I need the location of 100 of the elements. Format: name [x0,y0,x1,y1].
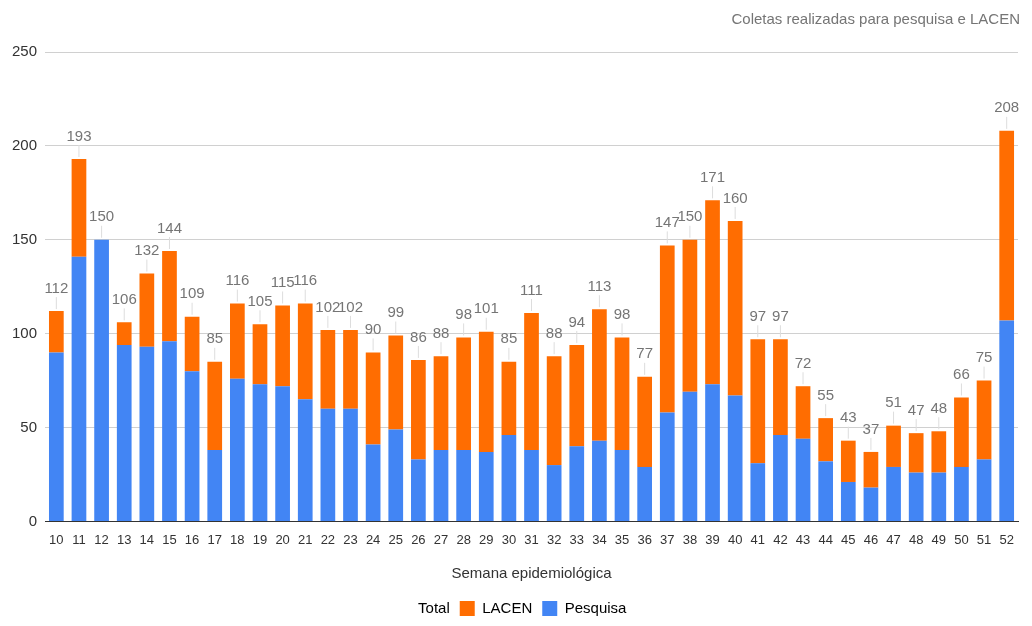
bar [297,399,313,521]
total-label: 115 [270,273,295,291]
bar [637,376,652,467]
bar [546,356,562,466]
total-label: 116 [225,271,250,289]
bar [411,359,426,460]
x-tick-label: 13 [116,531,132,547]
bar [863,451,879,488]
x-tick-label: 29 [479,531,494,547]
total-label: 85 [206,329,224,347]
bar [501,435,517,521]
total-label: 150 [677,207,703,225]
x-tick-label: 19 [252,531,268,547]
bar [908,433,924,473]
bar [433,450,449,521]
bar [954,466,969,521]
total-label: 43 [839,408,857,426]
total-label: 77 [636,344,653,362]
bar [840,481,856,521]
bar [456,337,471,451]
x-tick-label: 50 [954,531,969,547]
x-tick-label: 32 [546,531,562,547]
x-tick-label: 24 [365,531,381,547]
x-tick-label: 15 [162,531,177,547]
bar [365,352,381,445]
bar [773,435,788,521]
x-tick-label: 23 [343,531,358,547]
total-label: 150 [89,207,115,225]
total-label: 97 [749,306,767,324]
bar [478,451,494,521]
x-tick-label: 17 [207,531,222,547]
chart-title: Coletas realizadas para pesquisa e LACEN [731,10,1020,27]
total-label: 88 [432,323,450,341]
bar [886,466,901,521]
bar [139,346,155,521]
total-label: 171 [700,167,726,185]
x-tick-label: 44 [818,531,833,547]
bar [750,339,766,464]
bar [682,391,698,521]
bar [297,303,313,400]
bar [659,245,675,413]
total-label: 47 [907,400,925,418]
legend-label: LACEN [482,598,533,616]
total-label: 160 [722,188,748,206]
bar [71,256,87,521]
bar [569,446,585,521]
x-tick-label: 14 [139,531,155,547]
bar [94,239,109,521]
bar [433,356,449,451]
x-tick-label: 18 [230,531,245,547]
total-label: 85 [500,329,518,347]
bar [343,408,358,521]
total-label: 98 [455,305,472,323]
total-label: 101 [473,299,499,317]
bar [795,438,811,521]
bar [886,425,901,467]
bar [252,324,268,385]
total-label: 72 [794,353,812,371]
bar [320,329,336,409]
y-tick-label: 50 [20,417,38,435]
bar [976,380,992,460]
bar [184,316,200,372]
x-tick-label: 31 [524,531,539,547]
bar [275,305,290,387]
x-tick-label: 41 [750,531,766,547]
total-label: 105 [247,291,273,309]
x-axis-title: Semana epidemiológica [451,564,613,582]
legend-label: Pesquisa [564,598,628,616]
bar [727,220,743,396]
x-tick-label: 52 [999,531,1014,547]
bar [637,466,652,521]
x-tick-label: 28 [456,531,471,547]
bar [162,341,177,521]
x-tick-label: 48 [908,531,924,547]
x-tick-label: 26 [411,531,426,547]
x-tick-label: 35 [614,531,630,547]
bar [840,440,856,482]
x-tick-label: 38 [682,531,698,547]
bar [750,463,766,521]
bar [931,431,947,473]
bar [614,450,630,521]
x-tick-label: 20 [275,531,290,547]
y-tick-label: 100 [12,323,38,341]
total-label: 144 [156,218,182,236]
bar [569,344,585,447]
x-tick-label: 40 [727,531,743,547]
x-tick-label: 39 [705,531,720,547]
bar [230,303,245,379]
bar [795,386,811,439]
x-tick-label: 47 [886,531,901,547]
x-tick-label: 36 [637,531,652,547]
bar [139,273,155,347]
y-tick-label: 150 [12,229,38,247]
x-tick-label: 37 [660,531,675,547]
bar [524,312,539,451]
bar [320,408,336,521]
bar [207,450,223,521]
x-tick-label: 49 [931,531,947,547]
bar [976,459,992,521]
total-label: 113 [587,276,612,294]
